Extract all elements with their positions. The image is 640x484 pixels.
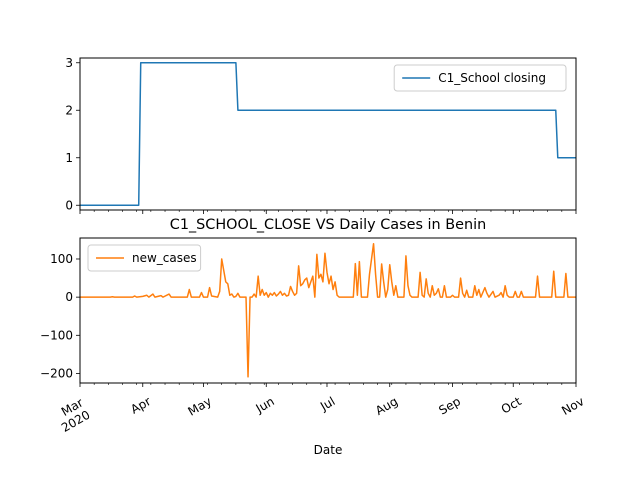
bottom-subplot-frame [79,237,577,384]
bottom-legend-label: new_cases [132,251,197,265]
top-legend-label: C1_School closing [438,71,546,85]
bottom-legend-box [87,244,202,272]
y-tick-label: 0 [65,198,73,212]
y-tick-label: −100 [40,328,73,342]
y-tick-label: −200 [40,366,73,380]
x-axis-label: Date [314,443,343,457]
top-subplot-yticks: 0 1 2 3 [65,56,80,212]
chart-title: C1_SCHOOL_CLOSE VS Daily Cases in Benin [170,217,486,233]
top-subplot: 0 1 2 3 C1_School closing [65,56,577,214]
bottom-subplot-yticks: −200 −100 0 100 [40,252,80,380]
x-tick-label: Jul [317,394,337,414]
bottom-legend: new_cases [87,244,202,272]
y-tick-label: 1 [65,151,73,165]
y-tick-label: 0 [65,290,73,304]
y-tick-label: 2 [65,103,73,117]
series-line [80,242,576,378]
y-tick-label: 100 [50,252,73,266]
y-tick-label: 3 [65,56,73,70]
top-subplot-frame [79,57,577,211]
bottom-subplot-series [80,242,576,378]
top-legend: C1_School closing [393,64,567,92]
top-legend-box [393,64,567,92]
top-subplot-series [80,62,576,206]
series-line [80,62,576,206]
